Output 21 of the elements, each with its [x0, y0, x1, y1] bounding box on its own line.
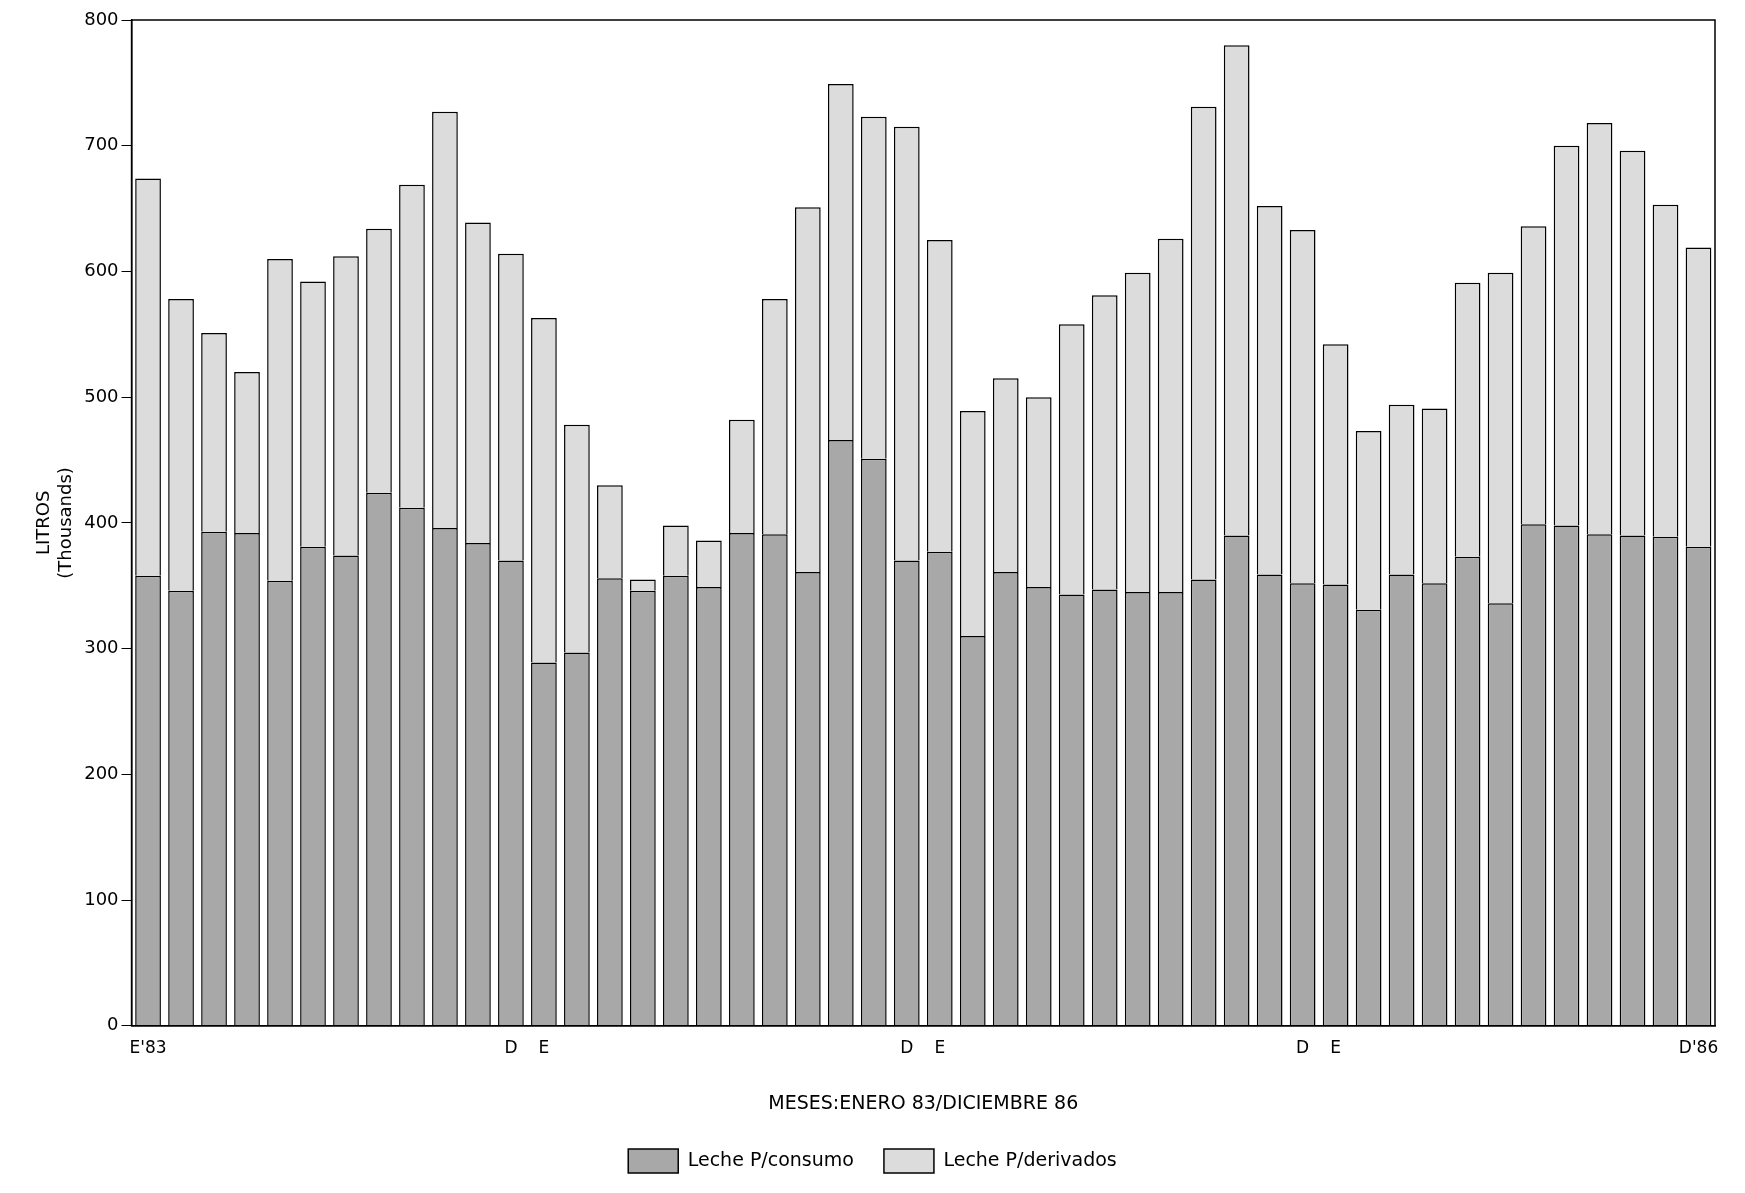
y-tick-label: 400: [84, 510, 119, 532]
y-tick-label: 700: [84, 133, 119, 155]
x-tick-label: D'86: [1678, 1037, 1719, 1058]
legend-label: Leche P/consumo: [687, 1147, 854, 1170]
x-tick-label: D: [1296, 1037, 1310, 1058]
y-tick-label: 300: [84, 636, 119, 658]
x-axis-title: MESES:ENERO 83/DICIEMBRE 86: [768, 1090, 1079, 1113]
y-tick-label: 0: [107, 1013, 119, 1035]
x-tick-label: D: [900, 1037, 914, 1058]
legend-label: Leche P/derivados: [943, 1147, 1117, 1170]
x-tick-label: E: [934, 1037, 946, 1058]
y-tick-label: 500: [84, 384, 119, 406]
y-axis-title: LITROS (Thousands): [32, 467, 76, 579]
x-tick-label: E: [1330, 1037, 1342, 1058]
y-tick-label: 100: [84, 887, 119, 909]
y-tick-label: 600: [84, 259, 119, 281]
x-tick-label: D: [504, 1037, 518, 1058]
x-tick-label: E'83: [129, 1037, 167, 1058]
x-tick-label: E: [538, 1037, 550, 1058]
y-tick-label: 200: [84, 762, 119, 784]
y-tick-label: 800: [84, 7, 119, 29]
